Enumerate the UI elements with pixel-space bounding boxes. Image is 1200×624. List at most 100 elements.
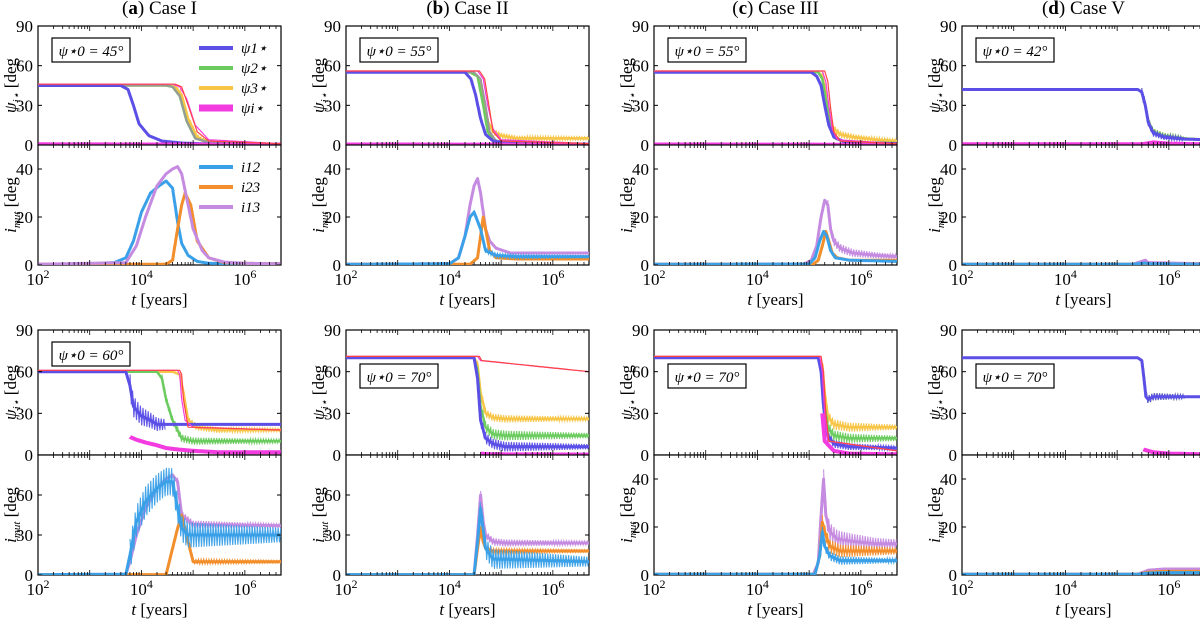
y-axis-label: ψi⋆ [deg [1, 58, 23, 113]
y-tick-label: 20 [632, 518, 649, 537]
series-osc-ψ2⋆ [477, 366, 589, 441]
legend-label: i12 [241, 160, 261, 176]
y-axis-label: imut [deg [309, 487, 331, 543]
y-tick-label: 90 [16, 17, 33, 36]
y-tick-label: 40 [940, 160, 957, 179]
legend-label: ψ1⋆ [241, 41, 267, 57]
annotation-text: ψ⋆0 = 55° [367, 44, 432, 60]
y-tick-label: 40 [632, 160, 649, 179]
axes-box [961, 454, 1200, 576]
x-tick-label: 102 [335, 577, 358, 599]
x-tick-label: 106 [541, 577, 564, 599]
subplot-d2-top: 0 30 60 90 ψi⋆ [deg ψ⋆0 = 70° [925, 321, 1200, 465]
legend: ψ1⋆ ψ2⋆ ψ3⋆ ψi⋆ [199, 41, 267, 117]
y-axis-label: imut [deg [617, 487, 639, 543]
y-tick-label: 90 [632, 17, 649, 36]
y-tick-label: 0 [333, 256, 342, 275]
y-tick-label: 0 [25, 256, 34, 275]
annotation-box: ψ⋆0 = 60° [51, 341, 131, 367]
annotation-frame [975, 37, 1055, 63]
panel-title: (a) Case I [122, 0, 197, 19]
y-tick-label: 30 [324, 404, 341, 423]
x-tick-label: 106 [849, 267, 872, 289]
y-tick-label: 0 [25, 446, 34, 465]
series-line-ψ(red) [38, 83, 281, 145]
series-line-ψ(gray) [38, 84, 281, 145]
x-tick-label: 102 [951, 577, 974, 599]
y-axis-label: ψi⋆ [deg [617, 58, 639, 113]
axes-box [345, 454, 590, 576]
annotation-frame [975, 363, 1055, 389]
y-tick-label: 40 [16, 160, 33, 179]
y-tick-label: 30 [16, 404, 33, 423]
series-line-ψ(red) [346, 355, 589, 373]
axes-box [653, 144, 898, 266]
series-group [38, 165, 281, 265]
x-tick-label: 102 [643, 577, 666, 599]
axes-box [345, 144, 590, 266]
series-group [346, 177, 589, 265]
subplot-b2-bottom: 0 30 60 102 104 106 imut [deg t [years] [309, 454, 590, 619]
y-tick-label: 40 [324, 160, 341, 179]
series-osc-i23 [187, 538, 281, 567]
axes-box [961, 144, 1200, 266]
series-group [346, 70, 589, 145]
y-axis-label: imut [deg [617, 177, 639, 233]
annotation-box: ψ⋆0 = 55° [667, 37, 747, 63]
series-group [38, 467, 281, 575]
y-tick-label: 20 [940, 208, 957, 227]
y-tick-label: 60 [16, 57, 33, 76]
x-tick-label: 104 [438, 577, 461, 599]
annotation-box: ψ⋆0 = 70° [359, 363, 439, 389]
y-tick-label: 0 [949, 446, 958, 465]
series-line-ψi⋆ [128, 435, 281, 455]
series-osc-ψ3⋆ [480, 84, 589, 144]
subplot-a2-bottom: 0 30 60 102 104 106 imut [deg t [years] [1, 454, 282, 619]
panel-title: (b) Case II [426, 0, 508, 19]
x-tick-label: 102 [643, 267, 666, 289]
subplot-b2-top: 0 30 60 90 ψi⋆ [deg ψ⋆0 = 70° [309, 321, 590, 465]
subplot-a2-top: 0 30 60 90 ψi⋆ [deg ψ⋆0 = 60° [1, 321, 282, 465]
subplot-b-top: 0 30 60 90 ψi⋆ [deg ψ⋆0 = 55° (b) Case II [309, 0, 590, 155]
x-tick-label: 104 [746, 577, 769, 599]
x-axis-label: t [years] [1055, 600, 1111, 619]
y-axis-label: ψi⋆ [deg [925, 58, 947, 113]
y-tick-label: 60 [940, 57, 957, 76]
y-tick-label: 60 [324, 57, 341, 76]
annotation-frame [667, 37, 747, 63]
annotation-frame [51, 37, 131, 63]
subplot-d-bottom: 0 20 40 102 104 106 imut [deg t [years] [925, 144, 1200, 309]
y-tick-label: 30 [940, 404, 957, 423]
annotation-text: ψ⋆0 = 70° [983, 370, 1048, 386]
series-group [654, 355, 897, 455]
y-axis-label: ψi⋆ [deg [925, 365, 947, 420]
y-axis-label: imut [deg [1, 487, 23, 543]
y-tick-label: 20 [324, 208, 341, 227]
y-axis-label: imut [deg [925, 177, 947, 233]
annotation-box: ψ⋆0 = 70° [667, 363, 747, 389]
y-tick-label: 20 [632, 208, 649, 227]
series-osc-ψ2⋆ [161, 374, 281, 446]
series-line-i12 [38, 179, 281, 265]
y-axis-label: imut [deg [309, 177, 331, 233]
y-tick-label: 60 [324, 486, 341, 505]
x-tick-label: 104 [130, 577, 153, 599]
x-tick-label: 102 [335, 267, 358, 289]
series-osc-i12 [473, 209, 589, 261]
annotation-text: ψ⋆0 = 42° [983, 44, 1048, 60]
y-tick-label: 30 [940, 96, 957, 115]
annotation-frame [359, 37, 439, 63]
y-axis-label: imut [deg [1, 177, 23, 233]
series-osc-ψ1⋆ [1143, 374, 1185, 403]
y-tick-label: 20 [940, 518, 957, 537]
x-axis-label: t [years] [1055, 290, 1111, 309]
y-axis-label: imut [deg [925, 487, 947, 543]
subplot-c-top: 0 30 60 90 ψi⋆ [deg ψ⋆0 = 55° (c) Case III [617, 0, 898, 155]
x-tick-label: 102 [27, 267, 50, 289]
legend-label: ψ3⋆ [241, 81, 267, 97]
y-tick-label: 0 [25, 566, 34, 585]
y-tick-label: 30 [632, 96, 649, 115]
series-osc-i23 [821, 514, 897, 558]
annotation-box: ψ⋆0 = 55° [359, 37, 439, 63]
